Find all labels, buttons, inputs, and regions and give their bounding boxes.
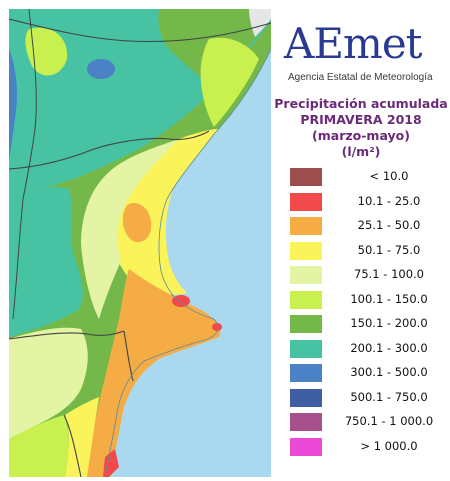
legend-swatch	[290, 241, 322, 260]
legend-panel: AEmet Agencia Estatal de Meteorología Pr…	[272, 0, 450, 481]
zone-300-500-west	[9, 49, 17, 159]
logo-subtitle: Agencia Estatal de Meteorología	[288, 72, 433, 83]
legend-label: 10.1 - 25.0	[357, 193, 421, 208]
legend-label: 150.1 - 200.0	[350, 316, 428, 330]
legend-item: 50.1 - 75.0	[290, 240, 450, 265]
zone-25-50-valencia	[122, 202, 152, 243]
legend-label: < 10.0	[369, 169, 409, 183]
legend-label: 200.1 - 300.0	[350, 340, 428, 355]
zone-25-50-south	[85, 269, 221, 477]
province-boundary	[123, 330, 134, 382]
zone-10-25-south	[103, 449, 119, 477]
legend-item: 500.1 - 750.0	[290, 387, 450, 412]
zone-10-25-cape	[172, 295, 190, 307]
legend-item: > 1 000.0	[290, 436, 450, 461]
legend-swatch	[290, 388, 322, 407]
legend-label: 25.1 - 50.0	[357, 218, 421, 232]
legend-item: 150.1 - 200.0	[290, 313, 450, 338]
legend-item: 75.1 - 100.0	[290, 264, 450, 289]
legend-item: 750.1 - 1 000.0	[290, 411, 450, 436]
legend-list: < 10.0 10.1 - 25.0 25.1 - 50.0 50.1 - 75.0 7…	[290, 166, 450, 460]
legend-swatch	[290, 290, 322, 309]
aemet-logo: AEmet Agencia Estatal de Meteorología	[284, 18, 442, 90]
legend-swatch	[290, 339, 322, 358]
legend-item: 25.1 - 50.0	[290, 215, 450, 240]
zone-100-150-southwest	[9, 415, 69, 477]
legend-label: > 1 000.0	[360, 438, 418, 453]
legend-label: 500.1 - 750.0	[350, 389, 428, 404]
legend-swatch	[290, 437, 322, 456]
title-line-2: PRIMAVERA 2018	[300, 112, 422, 127]
legend-swatch	[290, 266, 322, 284]
legend-item: 10.1 - 25.0	[290, 191, 450, 216]
zone-75-100-coast	[81, 139, 179, 319]
legend-label: 750.1 - 1 000.0	[344, 414, 434, 428]
legend-swatch	[290, 168, 322, 186]
map-title: Precipitación acumulada PRIMAVERA 2018 (…	[272, 96, 450, 160]
legend-swatch	[290, 413, 322, 431]
province-boundary	[9, 130, 210, 170]
legend-item: 100.1 - 150.0	[290, 289, 450, 314]
legend-item: 300.1 - 500.0	[290, 362, 450, 387]
zone-50-75-southwest	[65, 397, 99, 477]
land-outside-region	[249, 9, 271, 37]
country-boundary-north	[9, 18, 271, 43]
zone-300-500-north	[87, 59, 115, 79]
legend-label: 75.1 - 100.0	[354, 267, 424, 281]
title-line-4: (l/m²)	[341, 144, 381, 159]
precipitation-map	[9, 9, 271, 477]
province-boundary	[9, 330, 125, 340]
zone-100-150-north	[25, 27, 68, 76]
zone-75-100-southwest	[9, 327, 88, 439]
province-boundary	[63, 414, 82, 477]
region-boundary-west	[12, 9, 37, 320]
legend-swatch	[290, 364, 322, 382]
logo-wordmark: AEmet	[284, 19, 423, 68]
legend-label: 300.1 - 500.0	[350, 365, 428, 379]
legend-swatch	[290, 315, 322, 333]
legend-label: 100.1 - 150.0	[350, 291, 428, 306]
zone-10-25-east-cape	[212, 323, 222, 331]
legend-label: 50.1 - 75.0	[357, 242, 421, 257]
title-line-1: Precipitación acumulada	[274, 96, 448, 111]
legend-swatch	[290, 217, 322, 235]
legend-swatch	[290, 192, 322, 211]
legend-item: < 10.0	[290, 166, 450, 191]
map-graphic	[9, 9, 271, 477]
zone-100-150-east	[200, 37, 259, 127]
zone-200-300-west	[9, 186, 83, 337]
coastline	[104, 48, 271, 477]
legend-item: 200.1 - 300.0	[290, 338, 450, 363]
title-line-3: (marzo-mayo)	[312, 128, 410, 143]
